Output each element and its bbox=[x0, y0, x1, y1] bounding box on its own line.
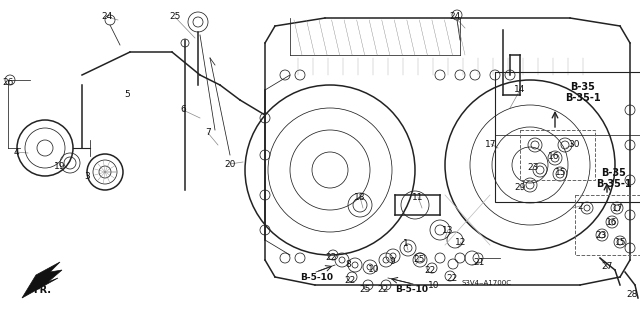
Text: 28: 28 bbox=[627, 290, 637, 299]
Text: 21: 21 bbox=[474, 258, 484, 267]
Text: 23: 23 bbox=[595, 231, 607, 240]
Text: 20: 20 bbox=[224, 160, 236, 169]
Text: 8: 8 bbox=[345, 260, 351, 269]
Text: 9: 9 bbox=[389, 257, 395, 266]
Text: 25: 25 bbox=[359, 285, 371, 294]
Text: 18: 18 bbox=[355, 193, 365, 202]
Bar bbox=[575, 195, 640, 255]
Text: 25: 25 bbox=[413, 255, 425, 264]
Text: FR.: FR. bbox=[33, 285, 51, 295]
Text: B-5-10: B-5-10 bbox=[396, 285, 429, 294]
Text: 10: 10 bbox=[428, 281, 440, 290]
Text: B-35: B-35 bbox=[571, 82, 595, 92]
Text: S3V4‒A1700C: S3V4‒A1700C bbox=[462, 280, 512, 286]
Text: B-35-1: B-35-1 bbox=[565, 93, 601, 103]
Text: 24: 24 bbox=[449, 12, 461, 21]
Text: 17: 17 bbox=[485, 140, 497, 149]
Text: 12: 12 bbox=[455, 238, 467, 247]
Text: 6: 6 bbox=[180, 105, 186, 114]
Text: 4: 4 bbox=[13, 148, 19, 157]
Text: 30: 30 bbox=[568, 140, 580, 149]
Text: 7: 7 bbox=[205, 128, 211, 137]
Polygon shape bbox=[22, 262, 62, 298]
Text: 22: 22 bbox=[424, 266, 436, 275]
Text: 15: 15 bbox=[556, 168, 567, 177]
Text: B-5-10: B-5-10 bbox=[301, 273, 333, 282]
Text: 22: 22 bbox=[344, 276, 356, 285]
Text: 19: 19 bbox=[54, 162, 66, 171]
Text: B-35-1: B-35-1 bbox=[596, 179, 632, 189]
Text: 16: 16 bbox=[548, 152, 560, 161]
Text: 1: 1 bbox=[403, 239, 409, 248]
Text: 16: 16 bbox=[606, 218, 618, 227]
Text: 10: 10 bbox=[368, 265, 380, 274]
Text: 13: 13 bbox=[442, 226, 454, 235]
Text: 15: 15 bbox=[615, 238, 627, 247]
Text: 22: 22 bbox=[378, 285, 388, 294]
Text: 22: 22 bbox=[446, 274, 458, 283]
Text: 14: 14 bbox=[515, 85, 525, 94]
Text: 5: 5 bbox=[124, 90, 130, 99]
Bar bbox=[495, 72, 640, 202]
Text: 29: 29 bbox=[515, 183, 525, 192]
Text: 3: 3 bbox=[84, 172, 90, 181]
Text: 17: 17 bbox=[612, 204, 624, 213]
Text: 22: 22 bbox=[325, 253, 337, 262]
Text: 24: 24 bbox=[101, 12, 113, 21]
Text: 26: 26 bbox=[3, 78, 13, 87]
Text: 23: 23 bbox=[527, 163, 539, 172]
Text: 2: 2 bbox=[577, 202, 583, 211]
Bar bbox=[520, 130, 595, 180]
Text: 27: 27 bbox=[602, 262, 612, 271]
Text: 25: 25 bbox=[170, 12, 180, 21]
Text: B-35: B-35 bbox=[602, 168, 627, 178]
Text: 11: 11 bbox=[412, 193, 424, 202]
